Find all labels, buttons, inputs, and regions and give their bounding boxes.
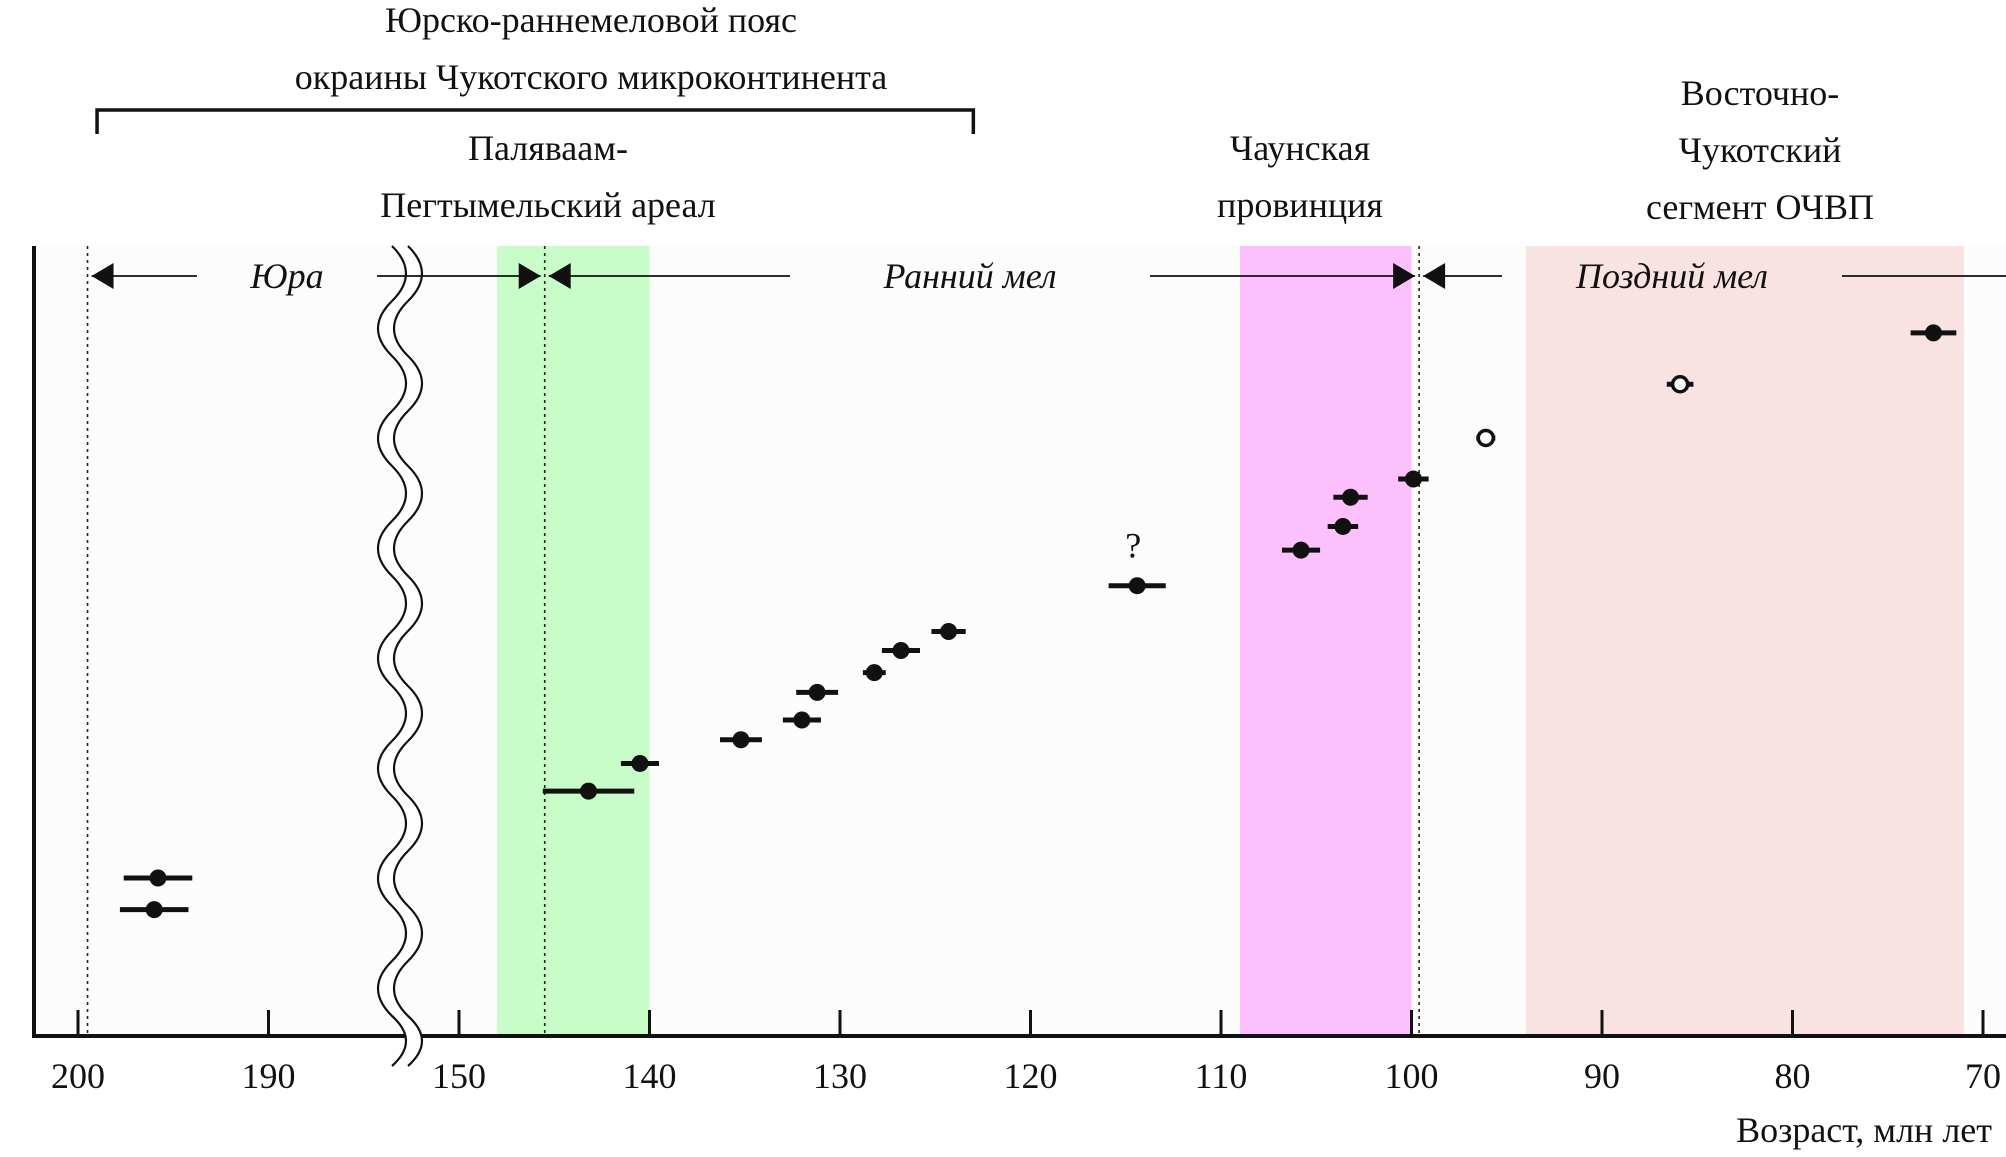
point-annotation: ? xyxy=(1125,526,1141,566)
data-point xyxy=(940,623,958,641)
data-point xyxy=(808,683,826,701)
period-arrowhead xyxy=(518,263,541,289)
region-label: Чаунская xyxy=(1230,128,1370,168)
x-tick-label: 200 xyxy=(51,1056,105,1096)
region-label: провинция xyxy=(1217,185,1383,225)
region-label: сегмент ОЧВП xyxy=(1646,187,1874,227)
data-point xyxy=(1334,517,1352,535)
x-tick-label: 110 xyxy=(1195,1056,1248,1096)
region-label: Восточно- xyxy=(1681,73,1840,113)
data-point-open xyxy=(1670,375,1690,394)
belt-label-line2: окраины Чукотского микроконтинента xyxy=(295,57,888,97)
data-point xyxy=(732,731,750,749)
period-arrowhead xyxy=(548,263,571,289)
data-point xyxy=(1924,324,1942,342)
data-point xyxy=(631,754,649,772)
region-band xyxy=(1525,246,1964,1036)
data-point xyxy=(149,869,167,887)
x-tick-label: 80 xyxy=(1775,1056,1811,1096)
data-point xyxy=(580,782,598,800)
period-arrowhead xyxy=(1423,263,1446,289)
region-label: Паляваам- xyxy=(468,128,628,168)
axis-break-line xyxy=(377,245,407,1067)
region-band xyxy=(497,246,650,1036)
x-tick-label: 100 xyxy=(1385,1056,1439,1096)
data-point xyxy=(892,641,910,659)
x-tick-label: 70 xyxy=(1965,1056,2001,1096)
data-point xyxy=(1292,541,1310,559)
x-tick-label: 130 xyxy=(813,1056,867,1096)
period-arrowhead xyxy=(1393,263,1416,289)
data-point xyxy=(1404,470,1422,488)
x-tick-label: 120 xyxy=(1004,1056,1058,1096)
x-tick-label: 140 xyxy=(623,1056,677,1096)
belt-label-line1: Юрско-раннемеловой пояс xyxy=(385,0,797,40)
axis-break-line xyxy=(393,245,423,1067)
data-point xyxy=(145,901,163,919)
belt-bracket xyxy=(95,108,976,134)
x-tick-label: 190 xyxy=(242,1056,296,1096)
x-tick-label: 90 xyxy=(1584,1056,1620,1096)
data-point xyxy=(793,711,811,729)
data-point xyxy=(865,664,883,682)
region-label: Чукотский xyxy=(1679,130,1842,170)
period-label: Ранний мел xyxy=(882,256,1056,296)
axis-break-gap xyxy=(378,240,422,1072)
data-point-open xyxy=(1476,428,1496,448)
x-tick-label: 150 xyxy=(432,1056,486,1096)
period-label: Юра xyxy=(249,256,323,296)
period-arrowhead xyxy=(91,263,114,289)
data-point xyxy=(1342,488,1360,506)
region-band xyxy=(1240,246,1412,1036)
region-label: Пегтымельский ареал xyxy=(380,185,715,225)
data-point xyxy=(1128,577,1146,595)
period-label: Поздний мел xyxy=(1575,256,1768,296)
x-axis-title: Возраст, млн лет xyxy=(1736,1110,1992,1150)
